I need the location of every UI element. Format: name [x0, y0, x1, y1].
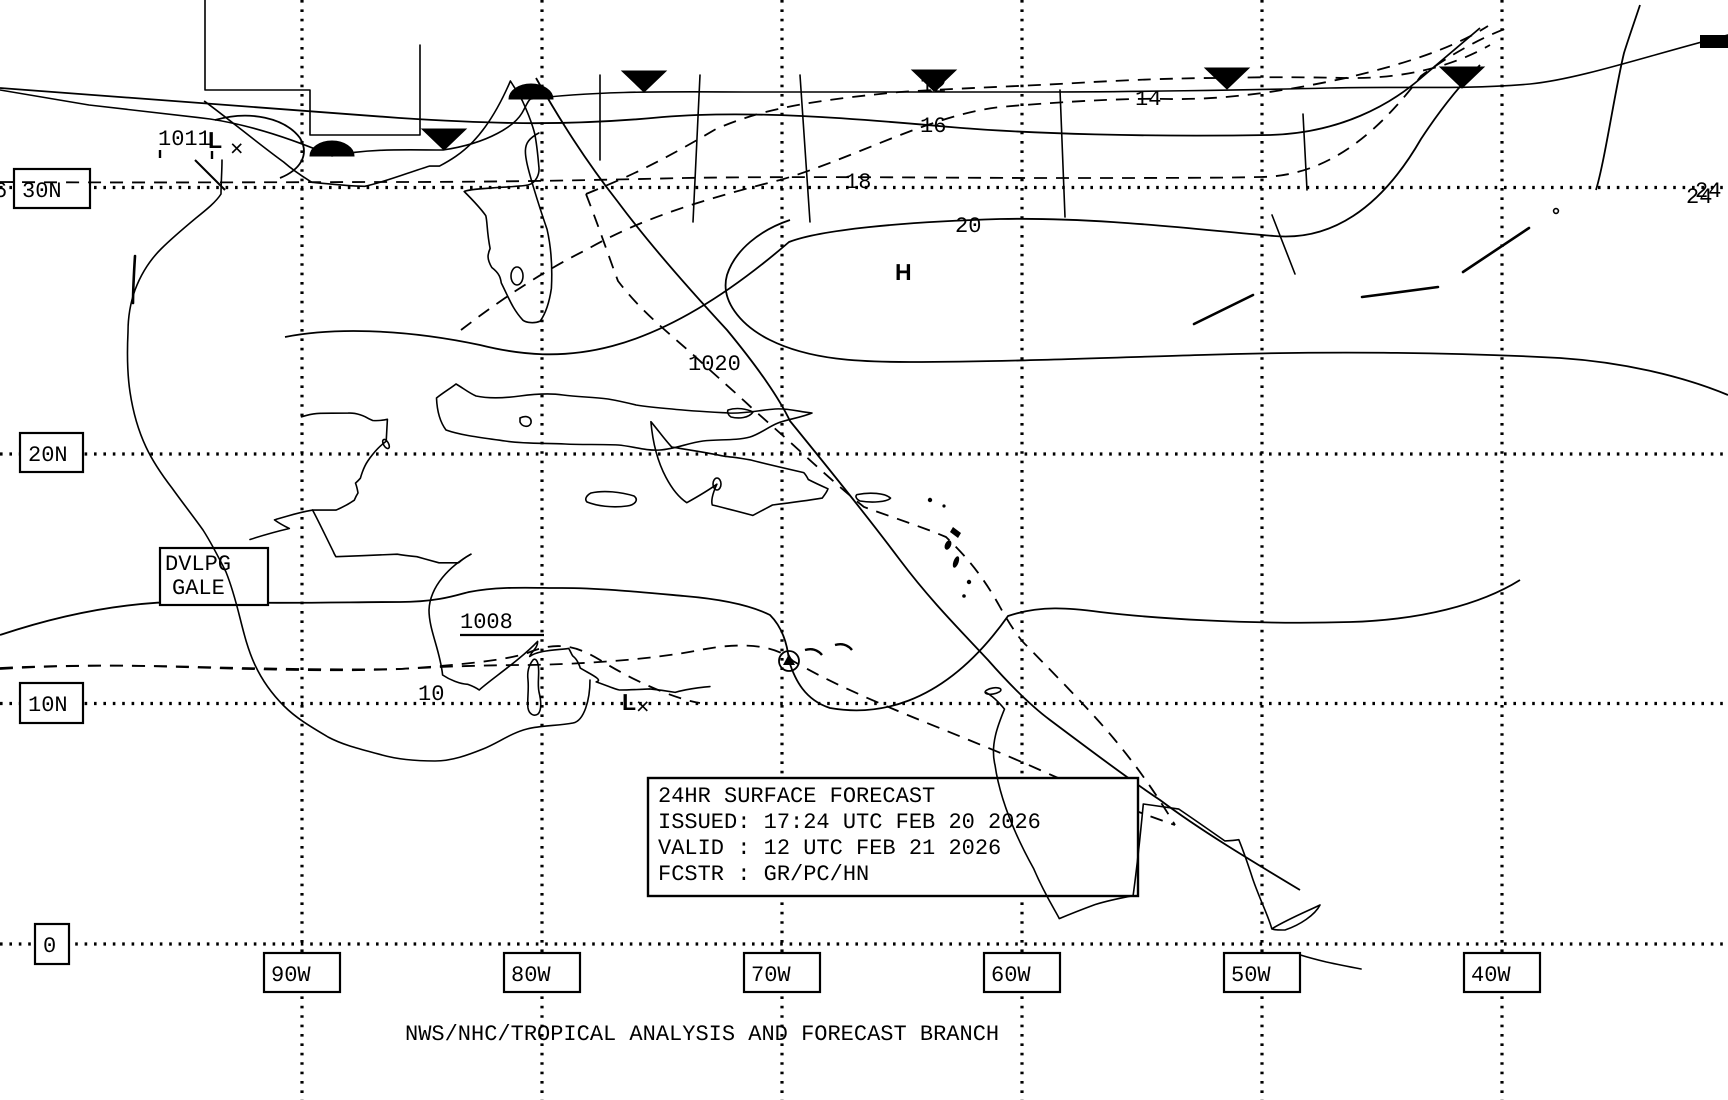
- svg-text:24HR SURFACE FORECAST: 24HR SURFACE FORECAST: [658, 784, 935, 809]
- svg-text:10: 10: [418, 682, 444, 707]
- svg-text:H: H: [895, 259, 912, 285]
- svg-text:1020: 1020: [688, 352, 741, 377]
- svg-text:18: 18: [845, 170, 871, 195]
- svg-text:FCSTR : GR/PC/HN: FCSTR : GR/PC/HN: [658, 862, 869, 887]
- svg-text:DVLPG: DVLPG: [165, 552, 231, 577]
- svg-text:20: 20: [955, 214, 981, 239]
- svg-text:L: L: [622, 689, 636, 715]
- svg-text:12: 12: [920, 74, 946, 99]
- svg-text:×: ×: [230, 135, 243, 161]
- svg-text:1011: 1011: [158, 127, 211, 152]
- svg-text:16: 16: [920, 114, 946, 139]
- svg-text:10N: 10N: [28, 693, 68, 718]
- svg-text:14: 14: [1135, 87, 1161, 112]
- svg-text:20N: 20N: [28, 443, 68, 468]
- svg-text:1008: 1008: [460, 610, 513, 635]
- svg-text:ISSUED: 17:24 UTC FEB 20 2026: ISSUED: 17:24 UTC FEB 20 2026: [658, 810, 1041, 835]
- svg-text:VALID : 12 UTC FEB 21 2026: VALID : 12 UTC FEB 21 2026: [658, 836, 1001, 861]
- svg-text:40W: 40W: [1471, 963, 1511, 988]
- svg-text:90W: 90W: [271, 963, 311, 988]
- svg-text:50W: 50W: [1231, 963, 1271, 988]
- svg-text:0: 0: [43, 934, 56, 959]
- svg-text:NWS/NHC/TROPICAL ANALYSIS AND: NWS/NHC/TROPICAL ANALYSIS AND FORECAST B…: [405, 1022, 999, 1047]
- svg-text:24: 24: [1686, 185, 1712, 210]
- svg-text:GALE: GALE: [172, 576, 225, 601]
- svg-text:70W: 70W: [751, 963, 791, 988]
- svg-text:60W: 60W: [991, 963, 1031, 988]
- svg-text:80W: 80W: [511, 963, 551, 988]
- svg-text:×: ×: [636, 693, 649, 719]
